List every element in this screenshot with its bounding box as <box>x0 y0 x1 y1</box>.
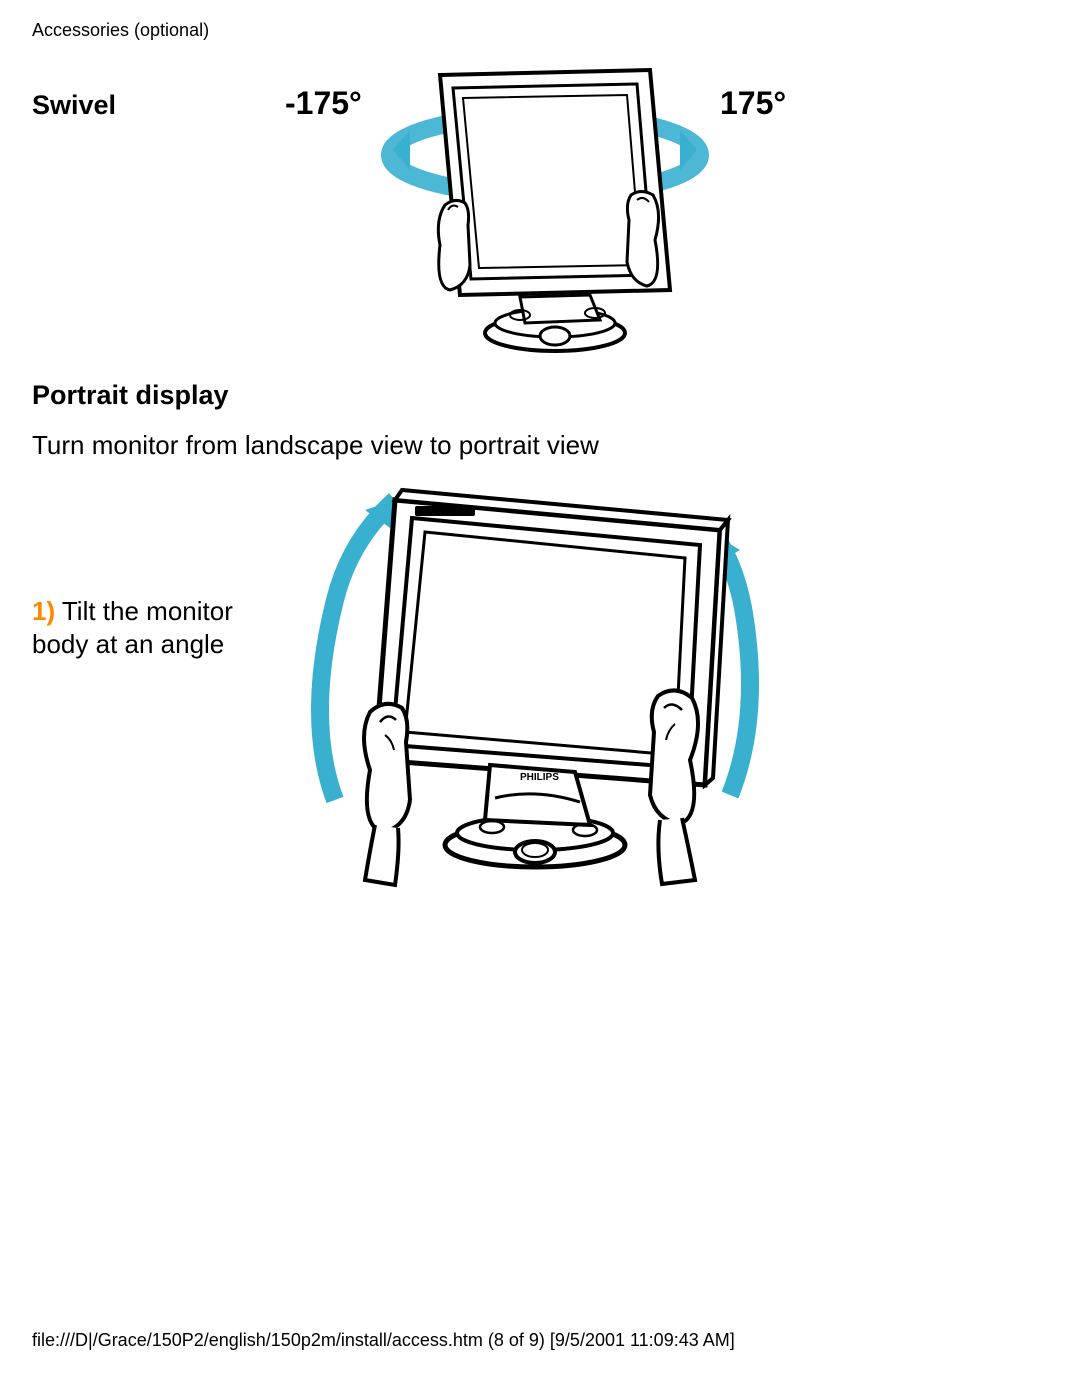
breadcrumb-text: Accessories (optional) <box>32 20 209 41</box>
portrait-subtext: Turn monitor from landscape view to port… <box>32 430 599 461</box>
step-number: 1) <box>32 596 55 626</box>
portrait-heading: Portrait display <box>32 380 229 411</box>
swivel-heading: Swivel <box>32 90 116 121</box>
tilt-monitor-icon: PHILIPS <box>270 460 810 900</box>
swivel-monitor-icon <box>375 45 715 365</box>
instruction-block: 1) Tilt the monitor body at an angle <box>32 595 242 660</box>
footer-path: file:///D|/Grace/150P2/english/150p2m/in… <box>32 1330 735 1351</box>
instruction-text: Tilt the monitor body at an angle <box>32 596 233 659</box>
swivel-illustration: -175° 175° <box>280 45 810 370</box>
angle-label-right: 175° <box>720 85 786 122</box>
svg-text:PHILIPS: PHILIPS <box>520 772 559 783</box>
angle-label-left: -175° <box>285 85 362 122</box>
